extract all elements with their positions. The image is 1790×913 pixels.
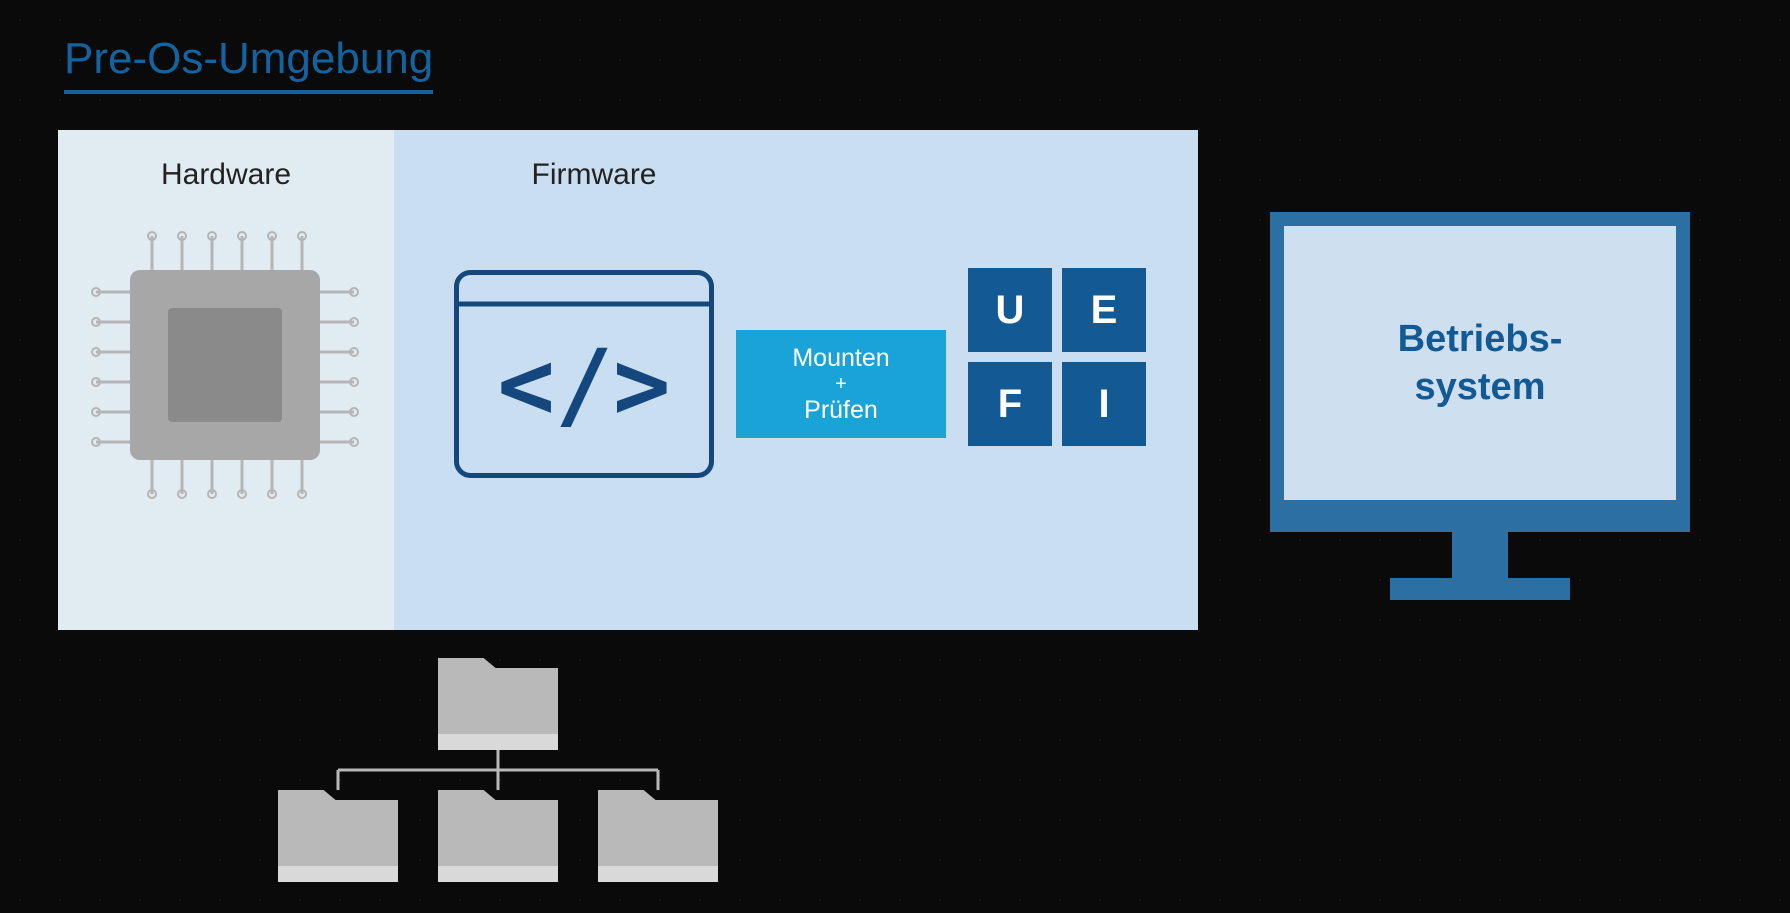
- cpu-chip-icon: [90, 230, 360, 500]
- code-window-icon: </>: [454, 270, 714, 478]
- monitor-label-line1: Betriebs-: [1398, 318, 1563, 360]
- folder-tree-icon: [258, 650, 738, 910]
- panel-hardware-label: Hardware: [161, 158, 291, 192]
- monitor-label-line2: system: [1415, 366, 1546, 408]
- svg-text:</>: </>: [497, 329, 670, 441]
- diagram-title: Pre-Os-Umgebung: [64, 34, 433, 94]
- uefi-tiles: U E F I: [968, 268, 1146, 446]
- uefi-tile-e: E: [1062, 268, 1146, 352]
- diagram-canvas: Pre-Os-Umgebung Hardware Firmware </> Mo…: [0, 0, 1790, 913]
- uefi-tile-i: I: [1062, 362, 1146, 446]
- mount-line2: Prüfen: [804, 396, 878, 425]
- mount-line1: Mounten: [792, 344, 889, 373]
- mount-plus: +: [835, 373, 847, 396]
- mount-check-box: Mounten + Prüfen: [736, 330, 946, 438]
- uefi-tile-f: F: [968, 362, 1052, 446]
- monitor-label: Betriebs- system: [1284, 316, 1676, 411]
- monitor-icon: [1270, 212, 1690, 622]
- panel-firmware-label: Firmware: [532, 158, 657, 192]
- uefi-tile-u: U: [968, 268, 1052, 352]
